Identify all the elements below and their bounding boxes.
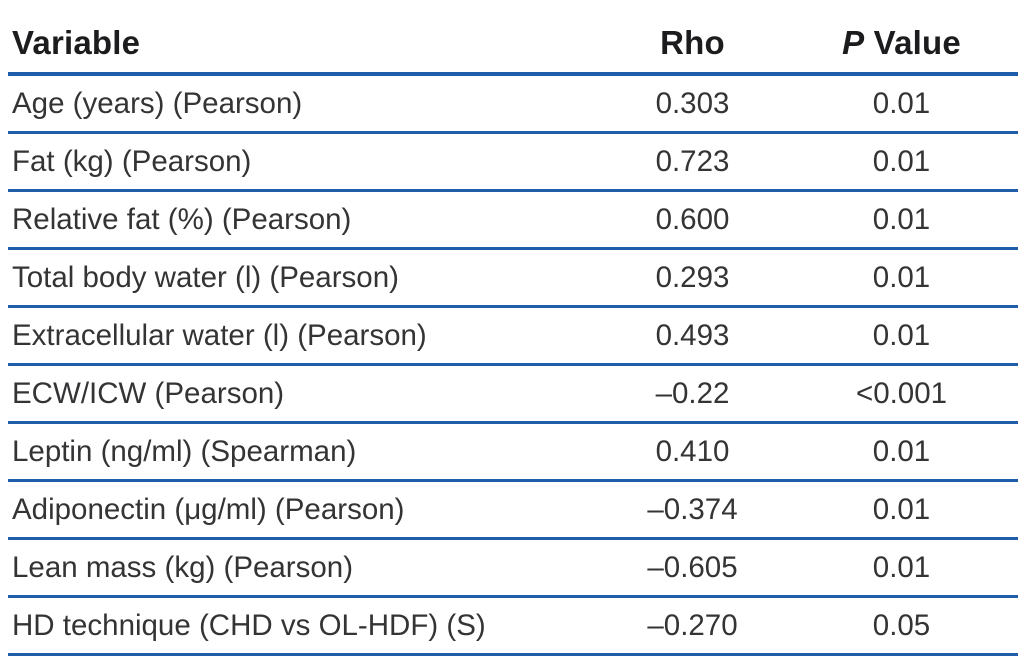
p-value-cell: 0.05: [785, 596, 1018, 656]
p-value-header-rest: Value: [864, 24, 961, 61]
rho-cell: 0.600: [600, 190, 785, 250]
rho-cell: 0.493: [600, 306, 785, 366]
table-row: Extracellular water (l) (Pearson) 0.493 0.…: [8, 306, 1018, 366]
variable-cell: ECW/ICW (Pearson): [8, 364, 600, 424]
p-value-cell: 0.01: [785, 74, 1018, 134]
table-row: Total body water (l) (Pearson) 0.293 0.01: [8, 248, 1018, 308]
p-value-cell: 0.01: [785, 190, 1018, 250]
rho-cell: 0.410: [600, 422, 785, 482]
p-value-cell: 0.01: [785, 422, 1018, 482]
column-header-rho: Rho: [600, 6, 785, 76]
table-row: ECW/ICW (Pearson) –0.22 <0.001: [8, 364, 1018, 424]
p-value-cell: 0.01: [785, 248, 1018, 308]
p-value-cell: <0.001: [785, 364, 1018, 424]
header-row: Variable Rho P Value: [8, 6, 1018, 76]
variable-cell: Total body water (l) (Pearson): [8, 248, 600, 308]
table-row: Age (years) (Pearson) 0.303 0.01: [8, 74, 1018, 134]
column-header-p-value: P Value: [785, 6, 1018, 76]
rho-cell: –0.374: [600, 480, 785, 540]
rho-cell: –0.270: [600, 596, 785, 656]
rho-cell: 0.303: [600, 74, 785, 134]
table-row: Fat (kg) (Pearson) 0.723 0.01: [8, 132, 1018, 192]
variable-cell: Adiponectin (μg/ml) (Pearson): [8, 480, 600, 540]
variable-cell: Extracellular water (l) (Pearson): [8, 306, 600, 366]
table-row: Relative fat (%) (Pearson) 0.600 0.01: [8, 190, 1018, 250]
table-row: Adiponectin (μg/ml) (Pearson) –0.374 0.01: [8, 480, 1018, 540]
table-header: Variable Rho P Value: [8, 6, 1018, 76]
table-body: Age (years) (Pearson) 0.303 0.01 Fat (kg) (…: [8, 74, 1018, 656]
table-row: HD technique (CHD vs OL-HDF) (S) –0.270 0.…: [8, 596, 1018, 656]
column-header-variable: Variable: [8, 6, 600, 76]
p-value-header-italic-p: P: [842, 24, 865, 61]
p-value-cell: 0.01: [785, 306, 1018, 366]
table-row: Leptin (ng/ml) (Spearman) 0.410 0.01: [8, 422, 1018, 482]
rho-cell: –0.22: [600, 364, 785, 424]
variable-cell: Leptin (ng/ml) (Spearman): [8, 422, 600, 482]
p-value-cell: 0.01: [785, 480, 1018, 540]
variable-cell: HD technique (CHD vs OL-HDF) (S): [8, 596, 600, 656]
variable-cell: Lean mass (kg) (Pearson): [8, 538, 600, 598]
rho-cell: –0.605: [600, 538, 785, 598]
p-value-cell: 0.01: [785, 132, 1018, 192]
variable-cell: Age (years) (Pearson): [8, 74, 600, 134]
rho-cell: 0.723: [600, 132, 785, 192]
variable-cell: Fat (kg) (Pearson): [8, 132, 600, 192]
correlation-table: Variable Rho P Value Age (years) (Pearso…: [8, 6, 1018, 656]
p-value-cell: 0.01: [785, 538, 1018, 598]
variable-cell: Relative fat (%) (Pearson): [8, 190, 600, 250]
rho-cell: 0.293: [600, 248, 785, 308]
table-row: Lean mass (kg) (Pearson) –0.605 0.01: [8, 538, 1018, 598]
